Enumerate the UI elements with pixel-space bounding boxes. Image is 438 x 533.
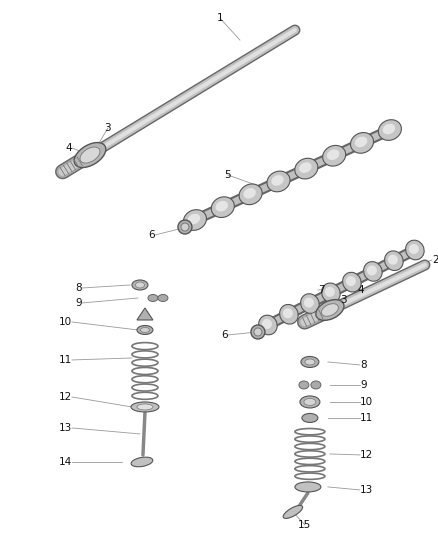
Text: 3: 3 (104, 123, 111, 133)
Ellipse shape (266, 171, 290, 192)
Ellipse shape (279, 304, 297, 324)
Ellipse shape (148, 295, 158, 302)
Text: 10: 10 (359, 397, 372, 407)
Ellipse shape (408, 244, 418, 254)
Ellipse shape (211, 197, 234, 217)
Ellipse shape (345, 276, 355, 286)
Ellipse shape (282, 308, 292, 318)
Text: 6: 6 (148, 230, 155, 240)
Ellipse shape (405, 240, 423, 260)
Ellipse shape (384, 251, 402, 271)
Ellipse shape (342, 272, 360, 292)
Ellipse shape (310, 381, 320, 389)
Ellipse shape (137, 326, 152, 335)
Text: 13: 13 (359, 485, 372, 495)
Text: 2: 2 (431, 255, 438, 265)
Ellipse shape (283, 505, 302, 519)
Ellipse shape (131, 457, 152, 467)
Ellipse shape (294, 158, 317, 179)
Ellipse shape (177, 220, 191, 234)
Ellipse shape (215, 201, 227, 212)
Ellipse shape (294, 482, 320, 492)
Ellipse shape (300, 294, 318, 313)
Text: 7: 7 (317, 285, 324, 295)
Text: 4: 4 (357, 285, 364, 295)
Ellipse shape (135, 282, 144, 288)
Ellipse shape (315, 300, 343, 320)
Text: 12: 12 (359, 450, 372, 460)
Ellipse shape (243, 188, 255, 199)
Ellipse shape (301, 414, 317, 423)
Ellipse shape (180, 223, 188, 231)
Ellipse shape (261, 319, 271, 329)
Ellipse shape (324, 287, 334, 297)
Ellipse shape (321, 304, 338, 316)
Ellipse shape (140, 327, 149, 333)
Ellipse shape (131, 402, 159, 412)
Text: 11: 11 (359, 413, 372, 423)
Ellipse shape (258, 315, 276, 335)
Text: 9: 9 (359, 380, 366, 390)
Ellipse shape (137, 404, 152, 410)
Ellipse shape (303, 399, 315, 406)
Ellipse shape (300, 357, 318, 367)
Text: 13: 13 (59, 423, 72, 433)
Ellipse shape (303, 297, 313, 308)
Ellipse shape (321, 283, 339, 303)
Ellipse shape (350, 133, 373, 153)
Text: 6: 6 (221, 330, 227, 340)
Ellipse shape (271, 175, 283, 185)
Text: 10: 10 (59, 317, 72, 327)
Ellipse shape (382, 124, 394, 134)
Ellipse shape (80, 147, 100, 163)
Ellipse shape (183, 209, 206, 230)
Text: 12: 12 (59, 392, 72, 402)
Ellipse shape (363, 262, 381, 281)
Ellipse shape (304, 359, 314, 365)
Ellipse shape (378, 120, 400, 140)
Ellipse shape (366, 265, 376, 276)
Ellipse shape (253, 328, 261, 336)
Text: 5: 5 (224, 170, 231, 180)
Text: 8: 8 (359, 360, 366, 370)
Ellipse shape (187, 214, 200, 224)
Text: 15: 15 (297, 520, 311, 530)
Ellipse shape (298, 381, 308, 389)
Text: 3: 3 (339, 295, 346, 305)
Text: 14: 14 (59, 457, 72, 467)
Ellipse shape (322, 146, 345, 166)
Ellipse shape (326, 149, 339, 160)
Ellipse shape (299, 396, 319, 408)
Ellipse shape (354, 136, 367, 147)
Text: 1: 1 (216, 13, 223, 23)
Polygon shape (137, 308, 152, 320)
Ellipse shape (239, 184, 261, 205)
Ellipse shape (251, 325, 264, 339)
Text: 4: 4 (65, 143, 72, 153)
Ellipse shape (132, 280, 148, 290)
Text: 9: 9 (75, 298, 82, 308)
Ellipse shape (298, 163, 311, 173)
Ellipse shape (74, 142, 106, 167)
Text: 8: 8 (75, 283, 82, 293)
Ellipse shape (158, 295, 168, 302)
Ellipse shape (387, 255, 397, 265)
Text: 11: 11 (59, 355, 72, 365)
